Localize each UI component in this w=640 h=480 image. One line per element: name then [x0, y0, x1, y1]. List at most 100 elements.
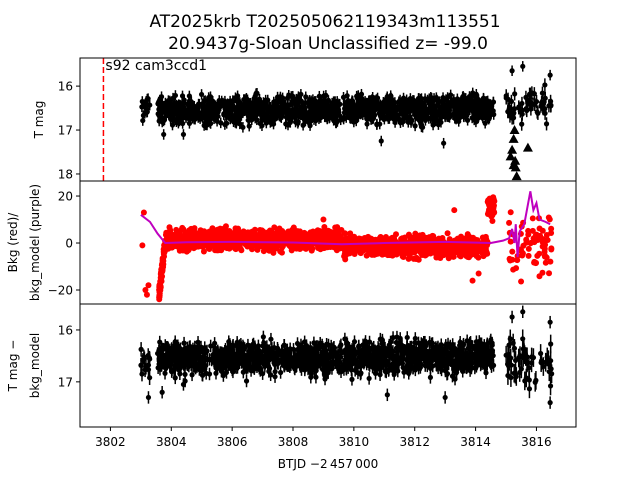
mag-point [547, 72, 553, 78]
mag-point [228, 111, 234, 117]
mag-point [235, 111, 241, 117]
mag-point [201, 114, 207, 120]
upper-limit-triangle [505, 151, 516, 161]
bkg-point [454, 235, 461, 242]
bkg-point [525, 252, 532, 259]
bkg-point [450, 253, 457, 260]
bkg-point [269, 230, 276, 237]
bkg-point [236, 242, 243, 249]
mag-point [540, 104, 546, 110]
mag-point [222, 103, 228, 110]
y-axis-label: Bkg (red)/ [6, 212, 20, 273]
mag-point [139, 98, 145, 105]
mag-point [532, 101, 538, 108]
bkg-point [166, 236, 173, 243]
bkg-point [541, 237, 548, 244]
bkg-point [342, 252, 349, 259]
bkg-point [475, 270, 482, 277]
bkg-point [291, 227, 298, 234]
mag-point [186, 120, 193, 126]
bkg-point [270, 249, 277, 256]
mag-point [484, 115, 491, 121]
mag-point [264, 111, 270, 117]
mag-point [417, 101, 423, 107]
mag-point [470, 109, 476, 115]
mag-point [198, 91, 205, 98]
mag-point [299, 103, 305, 110]
y-tick-label: 20 [58, 190, 73, 204]
upper-limit-triangle [507, 144, 518, 154]
mag-point [248, 114, 254, 121]
mag-point [222, 121, 228, 128]
bkg-point [420, 245, 427, 252]
bkg-point [244, 243, 251, 250]
mag-point [430, 108, 436, 114]
bkg-point [469, 249, 476, 256]
mag-point [180, 131, 187, 138]
bkg-point [222, 225, 229, 232]
bkg-point [174, 229, 181, 236]
bkg-point [217, 241, 224, 248]
mag-point [278, 104, 284, 110]
bkg-point [320, 216, 327, 223]
mag-point [420, 111, 426, 117]
mag-point [147, 375, 153, 381]
mag-point [440, 95, 446, 101]
bkg-point [342, 237, 349, 244]
mag-point [516, 104, 522, 110]
mag-point [179, 100, 185, 107]
bkg-point [542, 259, 549, 266]
mag-point [445, 94, 451, 101]
mag-point [470, 90, 476, 96]
mag-point [252, 115, 258, 121]
mag-point [257, 120, 263, 127]
mag-point [408, 117, 414, 123]
mag-point [391, 116, 398, 123]
mag-point [273, 100, 279, 106]
mag-point [267, 107, 273, 113]
mag-point [370, 115, 377, 121]
bkg-point [174, 243, 181, 250]
bkg-point [401, 234, 408, 241]
mag-point [211, 103, 217, 109]
bkg-point [218, 247, 225, 254]
bkg-point [473, 244, 480, 251]
bkg-point [527, 239, 534, 246]
y-tick-label: 0 [65, 237, 73, 251]
bkg-point [341, 230, 348, 237]
mag-point [290, 93, 296, 99]
bkg-point [534, 252, 541, 259]
bkg-point [156, 286, 163, 293]
bkg-point [467, 244, 474, 251]
mag-point [253, 100, 259, 106]
mag-point [302, 100, 308, 106]
mag-point [412, 123, 418, 129]
mag-point [543, 121, 550, 127]
mag-point [346, 110, 352, 116]
plot-area [139, 61, 554, 181]
y-tick-label: 18 [58, 167, 73, 181]
mag-point [349, 106, 355, 112]
bkg-point [461, 247, 468, 254]
bkg-model-line [140, 191, 551, 258]
bkg-point [418, 236, 425, 243]
mag-point [392, 99, 398, 106]
mag-point [283, 121, 289, 127]
mag-point [161, 131, 167, 138]
mag-point [298, 91, 304, 97]
mag-point [186, 93, 192, 99]
mag-point [139, 371, 145, 377]
panel-bkg: −20 0 20 Bkg (red)/ bkg_model (purple) [6, 180, 577, 305]
bkg-point [444, 230, 451, 237]
bkg-point [413, 256, 420, 263]
plot-area [138, 305, 555, 409]
mag-point [539, 90, 546, 96]
mag-point [221, 111, 227, 117]
mag-point [257, 107, 263, 113]
bkg-point [518, 248, 525, 255]
bkg-point [389, 246, 396, 253]
mag-point [147, 356, 153, 362]
bkg-point [375, 247, 382, 254]
mag-point [461, 114, 467, 120]
